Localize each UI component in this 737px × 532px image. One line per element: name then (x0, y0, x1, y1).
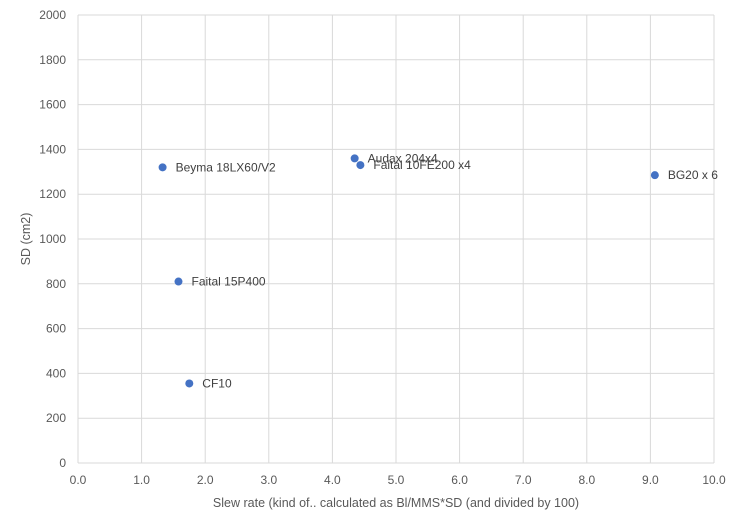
y-tick-label: 400 (46, 366, 66, 380)
x-tick-label: 10.0 (702, 473, 726, 487)
x-axis-title: Slew rate (kind of.. calculated as Bl/MM… (213, 496, 579, 510)
x-tick-label: 8.0 (578, 473, 595, 487)
y-tick-label: 0 (59, 456, 66, 470)
x-tick-label: 1.0 (133, 473, 150, 487)
y-tick-label: 2000 (39, 8, 66, 22)
data-point[interactable] (174, 277, 183, 286)
x-tick-label: 7.0 (515, 473, 532, 487)
data-label: Faital 10FE200 x4 (373, 158, 471, 172)
data-point[interactable] (650, 171, 659, 180)
y-tick-label: 1600 (39, 98, 66, 112)
data-label: BG20 x 6 (668, 168, 718, 182)
data-point[interactable] (350, 154, 359, 163)
y-axis-title: SD (cm2) (19, 213, 33, 266)
y-tick-label: 200 (46, 411, 66, 425)
tick-labels: 0.0 1.0 2.0 3.0 4.0 5.0 6.0 7.0 8.0 9.0 10.0 0 200 40… (39, 8, 726, 487)
grid-lines (77, 14, 715, 464)
data-label: Beyma 18LX60/V2 (176, 160, 276, 174)
y-tick-label: 1000 (39, 232, 66, 246)
y-tick-label: 1400 (39, 142, 66, 156)
x-tick-label: 0.0 (70, 473, 87, 487)
data-point[interactable] (185, 379, 194, 388)
x-tick-label: 9.0 (642, 473, 659, 487)
x-tick-label: 6.0 (451, 473, 468, 487)
data-label: Audax 204x4 (368, 151, 438, 165)
x-tick-label: 3.0 (260, 473, 277, 487)
x-tick-label: 2.0 (197, 473, 214, 487)
y-tick-label: 600 (46, 322, 66, 336)
data-point[interactable] (158, 163, 167, 172)
data-point[interactable] (356, 161, 365, 170)
data-label: Faital 15P400 (191, 275, 265, 289)
data-label: CF10 (202, 376, 232, 390)
x-tick-label: 4.0 (324, 473, 341, 487)
y-tick-label: 1800 (39, 53, 66, 67)
x-tick-label: 5.0 (388, 473, 405, 487)
data-labels: Beyma 18LX60/V2 Faital 15P400 CF10 Audax 20… (176, 151, 719, 390)
y-tick-label: 1200 (39, 187, 66, 201)
y-tick-label: 800 (46, 277, 66, 291)
data-points (158, 154, 659, 388)
